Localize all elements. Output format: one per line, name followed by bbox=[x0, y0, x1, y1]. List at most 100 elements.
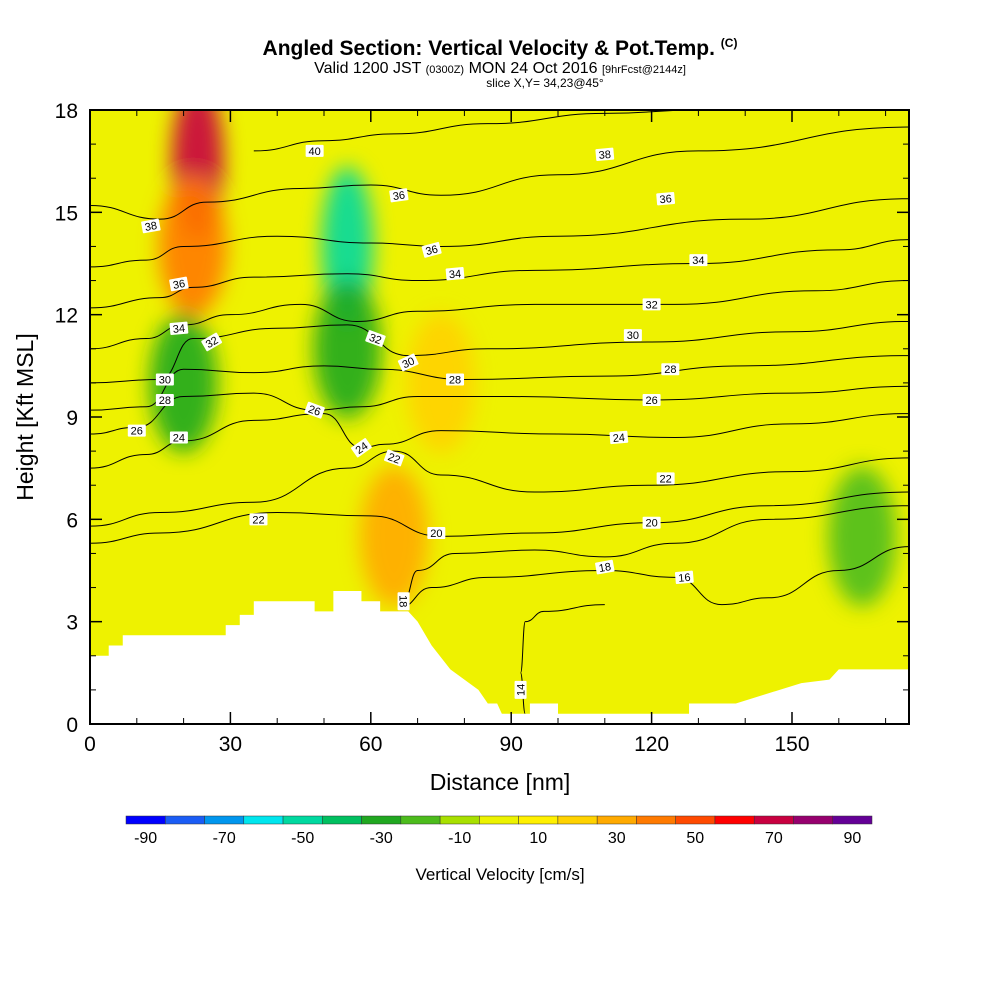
isentrope-28 bbox=[90, 355, 909, 411]
contour-label-text: 22 bbox=[660, 473, 672, 485]
contour-label: 28 bbox=[155, 393, 174, 407]
contour-label-text: 36 bbox=[659, 193, 672, 206]
contour-label-text: 28 bbox=[664, 364, 676, 376]
contour-label: 30 bbox=[155, 373, 174, 386]
chart-title: Angled Section: Vertical Velocity & Pot.… bbox=[0, 36, 1000, 61]
contour-label: 26 bbox=[127, 424, 146, 438]
contour-label: 36 bbox=[421, 241, 442, 258]
contour-label: 40 bbox=[305, 144, 324, 158]
contour-label-bg bbox=[141, 218, 161, 234]
contour-label-text: 38 bbox=[144, 220, 158, 234]
velocity-cell bbox=[360, 466, 429, 607]
contour-label: 30 bbox=[397, 353, 419, 371]
plot-area: 40 38 38 36 36 36 36 34 34 34 32 32 32 30 30 30 28 28 28 26… bbox=[90, 110, 909, 724]
isentrope-30 bbox=[90, 320, 909, 384]
colorbar-swatch bbox=[165, 815, 205, 825]
contour-label-text: 32 bbox=[367, 332, 383, 347]
contour-label-text: 40 bbox=[309, 146, 321, 158]
contour-label: 28 bbox=[446, 373, 465, 386]
valid-utc: (0300Z) bbox=[425, 64, 465, 76]
colorbar-label: 50 bbox=[686, 830, 704, 847]
contour-label: 22 bbox=[249, 513, 268, 526]
contour-label-bg bbox=[445, 267, 465, 281]
colorbar-swatch bbox=[204, 815, 245, 825]
colorbar-swatch bbox=[557, 815, 598, 825]
contour-label-text: 20 bbox=[430, 528, 442, 540]
contour-label-bg bbox=[427, 526, 446, 539]
contour-label: 38 bbox=[141, 218, 161, 234]
y-tick-label: 9 bbox=[66, 407, 78, 430]
contour-label-text: 24 bbox=[354, 440, 371, 457]
contour-label-bg bbox=[642, 393, 661, 406]
colorbar-label: 90 bbox=[843, 830, 861, 847]
colorbar-label: 30 bbox=[608, 830, 626, 847]
contour-label-text: 18 bbox=[598, 561, 612, 575]
contour-label-bg bbox=[304, 401, 325, 419]
colorbar-swatch bbox=[439, 815, 480, 825]
y-tick-label: 18 bbox=[55, 100, 78, 123]
contour-label-text: 16 bbox=[678, 572, 691, 585]
valid-prefix: Valid 1200 JST bbox=[314, 60, 422, 77]
contour-label-text: 36 bbox=[392, 189, 406, 203]
colorbar-swatch bbox=[714, 815, 755, 825]
background-field bbox=[90, 110, 909, 724]
y-tick-label: 0 bbox=[66, 714, 78, 737]
contour-label-bg bbox=[169, 276, 189, 292]
x-tick-label: 120 bbox=[634, 733, 669, 756]
contour-label: 36 bbox=[389, 188, 409, 203]
contour-label-bg bbox=[389, 188, 409, 203]
colorbar-swatch bbox=[322, 815, 362, 825]
isentrope-26 bbox=[90, 385, 909, 435]
contour-label-text: 38 bbox=[598, 149, 611, 162]
contour-label: 26 bbox=[304, 401, 325, 419]
contour-label-bg bbox=[514, 680, 527, 699]
colorbar-swatch bbox=[400, 815, 441, 825]
x-tick-label: 90 bbox=[500, 733, 523, 756]
contour-label-bg bbox=[383, 449, 405, 467]
colorbar-swatch bbox=[636, 815, 676, 825]
colorbar-swatch bbox=[753, 815, 794, 825]
contour-label-text: 18 bbox=[397, 595, 409, 607]
colorbar-swatch bbox=[479, 815, 519, 825]
contour-label: 18 bbox=[595, 559, 615, 575]
x-tick-label: 0 bbox=[84, 733, 96, 756]
x-axis-title: Distance [nm] bbox=[430, 769, 571, 795]
colorbar-label: -50 bbox=[291, 830, 314, 847]
contour-label-text: 20 bbox=[645, 518, 657, 530]
contour-label-bg bbox=[595, 559, 615, 575]
contour-label-text: 32 bbox=[645, 299, 657, 311]
contour-label: 26 bbox=[642, 393, 661, 407]
contour-label-text: 34 bbox=[692, 255, 704, 267]
contour-label: 32 bbox=[365, 330, 386, 347]
colorbar-swatch bbox=[596, 815, 637, 825]
contour-label-text: 26 bbox=[306, 403, 322, 418]
contour-label-text: 24 bbox=[173, 432, 185, 444]
contour-label-text: 34 bbox=[449, 268, 462, 281]
contour-label: 22 bbox=[656, 472, 675, 485]
y-tick-label: 6 bbox=[66, 509, 78, 532]
contour-label-bg bbox=[201, 332, 223, 352]
colorbar-label: -70 bbox=[213, 830, 236, 847]
velocity-cell bbox=[149, 312, 218, 453]
colorbar-swatch bbox=[832, 815, 873, 825]
velocity-cell bbox=[407, 312, 475, 453]
contour-label-text: 28 bbox=[449, 374, 461, 386]
isentrope-14 bbox=[520, 604, 605, 715]
velocity-cell bbox=[828, 466, 897, 607]
contour-label: 32 bbox=[201, 332, 223, 352]
colorbar-swatch bbox=[518, 815, 559, 825]
contour-label: 20 bbox=[642, 516, 661, 530]
isentrope-22 bbox=[90, 450, 909, 527]
contour-label-bg bbox=[155, 373, 174, 386]
velocity-cell bbox=[313, 278, 382, 419]
isentrope-36 bbox=[90, 198, 909, 268]
contour-label-text: 32 bbox=[204, 335, 221, 352]
contour-label-bg bbox=[656, 472, 675, 485]
contour-label: 36 bbox=[656, 192, 676, 206]
x-tick-label: 60 bbox=[359, 733, 382, 756]
contour-label-text: 14 bbox=[516, 684, 528, 696]
contour-label-text: 26 bbox=[645, 395, 657, 407]
contour-label-bg bbox=[446, 373, 465, 386]
